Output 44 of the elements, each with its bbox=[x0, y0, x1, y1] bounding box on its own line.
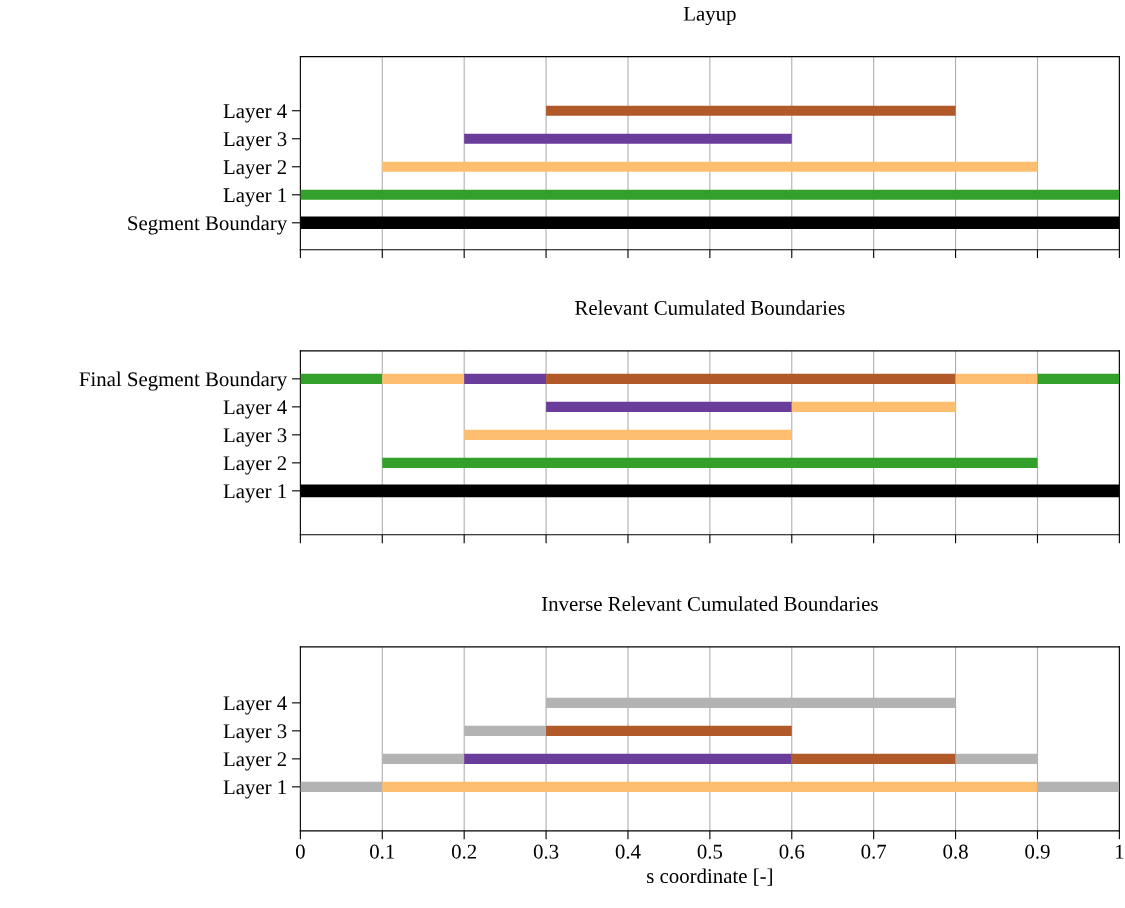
y-tick-label: Layer 2 bbox=[223, 160, 287, 179]
bar bbox=[1037, 373, 1120, 384]
bar bbox=[300, 189, 1120, 200]
bar bbox=[546, 105, 956, 116]
y-tick-label: Layer 4 bbox=[223, 104, 287, 123]
chart-title: Inverse Relevant Cumulated Boundaries bbox=[541, 596, 878, 611]
y-tick-label: Layer 2 bbox=[223, 456, 287, 475]
y-tick-label: Layer 3 bbox=[223, 132, 287, 151]
x-tick-label: 0.8 bbox=[943, 844, 968, 859]
x-tick-label: 0.7 bbox=[861, 844, 887, 859]
y-tick-label: Final Segment Boundary bbox=[79, 371, 288, 391]
bar bbox=[382, 781, 1038, 792]
chart-title: Layup bbox=[683, 6, 736, 26]
y-tick-label: Segment Boundary bbox=[128, 215, 288, 235]
x-tick-label: 0.9 bbox=[1025, 844, 1050, 859]
bar bbox=[382, 373, 465, 384]
x-tick-label: 0.3 bbox=[533, 844, 559, 859]
x-tick-label: 0.5 bbox=[697, 844, 723, 859]
bar bbox=[546, 373, 956, 384]
y-tick-label: Layer 3 bbox=[223, 724, 287, 743]
y-tick-label: Layer 3 bbox=[223, 428, 287, 447]
bar bbox=[300, 781, 383, 792]
y-tick-label: Layer 4 bbox=[223, 696, 287, 715]
x-tick-label: 0.4 bbox=[615, 844, 641, 859]
bar bbox=[300, 373, 383, 384]
bar bbox=[464, 133, 792, 144]
chart-title: Relevant Cumulated Boundaries bbox=[575, 300, 845, 315]
y-tick-label: Layer 1 bbox=[223, 188, 286, 207]
y-tick-label: Layer 2 bbox=[223, 752, 287, 771]
bar bbox=[955, 373, 1038, 384]
bar bbox=[464, 753, 792, 764]
bar bbox=[464, 373, 547, 384]
x-tick-label: 1 bbox=[1116, 844, 1124, 859]
bar bbox=[791, 401, 956, 412]
y-tick-label: Layer 1 bbox=[223, 780, 286, 799]
bar bbox=[382, 161, 1038, 172]
y-tick-label: Layer 1 bbox=[223, 484, 286, 503]
y-tick-label: Layer 4 bbox=[223, 400, 287, 419]
x-tick-label: 0.2 bbox=[451, 844, 477, 859]
x-tick-label: 0.1 bbox=[370, 844, 395, 859]
x-tick-label: 0.6 bbox=[779, 844, 805, 859]
x-tick-label: 0 bbox=[295, 844, 305, 859]
bar bbox=[382, 457, 1038, 468]
x-axis-title: s coordinate [-] bbox=[647, 868, 772, 886]
